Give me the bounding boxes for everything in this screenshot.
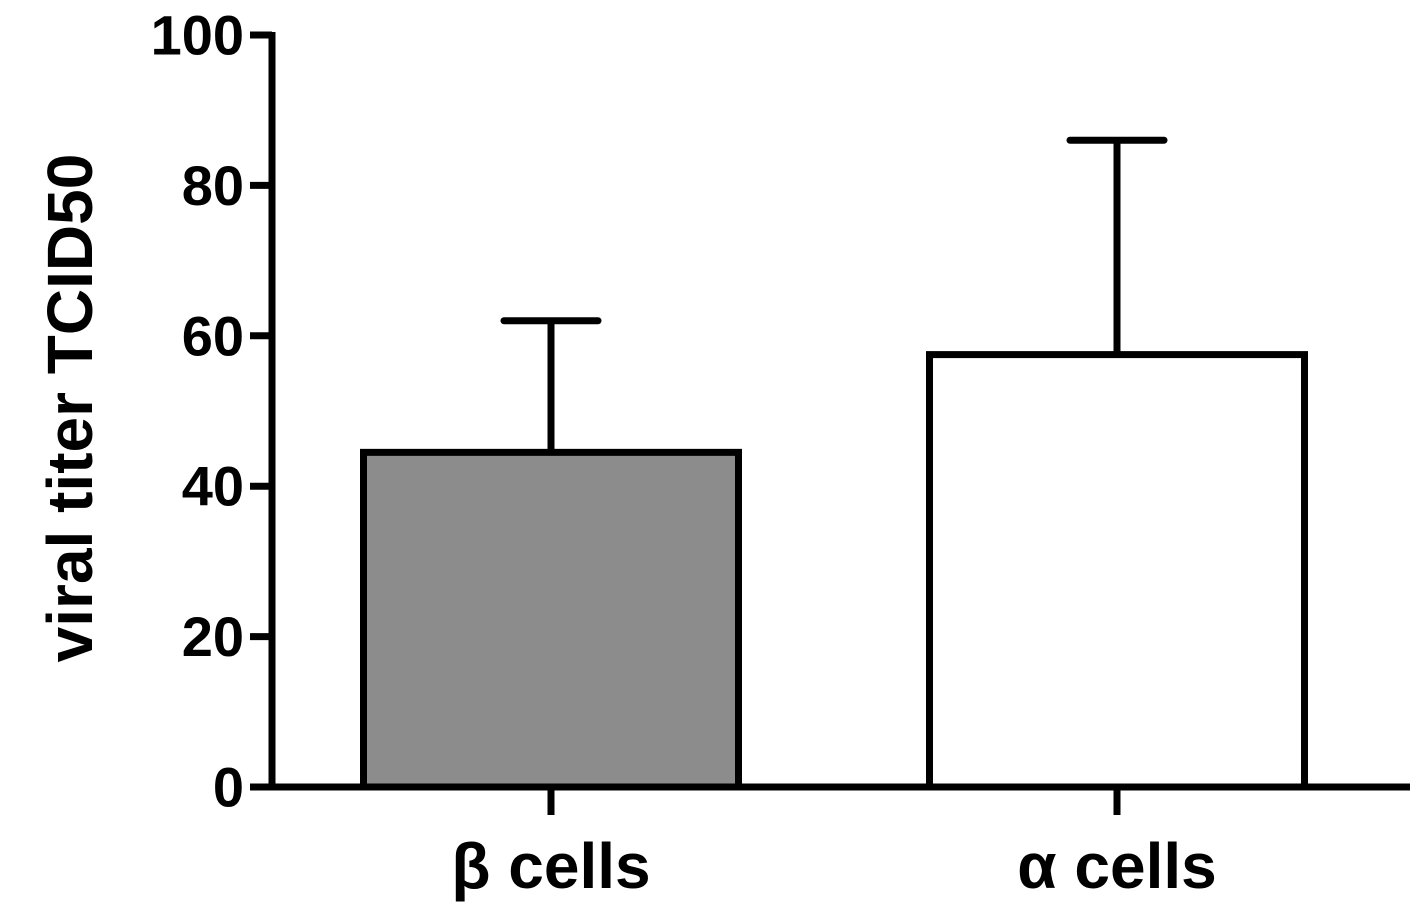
x-axis: β cells α cells (268, 783, 1410, 902)
y-axis: 0 20 40 60 80 100 (151, 4, 276, 819)
bar-1 (926, 351, 1308, 791)
y-tick-label-40: 40 (182, 455, 244, 518)
y-tick-label-20: 20 (182, 605, 244, 668)
x-tick-label-0: β cells (451, 830, 650, 902)
y-tick-label-100: 100 (151, 4, 244, 67)
bars-group (360, 136, 1308, 791)
y-tick-label-60: 60 (182, 304, 244, 367)
y-tick-label-80: 80 (182, 154, 244, 217)
x-tick-label-1: α cells (1017, 830, 1216, 902)
y-axis-title: viral titer TCID50 (34, 154, 106, 663)
bar-0 (360, 448, 742, 791)
y-tick-label-0: 0 (213, 756, 244, 819)
